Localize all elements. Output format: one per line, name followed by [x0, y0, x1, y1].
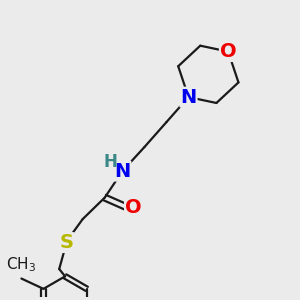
Text: N: N — [114, 162, 130, 181]
Text: O: O — [220, 42, 236, 61]
Text: O: O — [125, 198, 142, 217]
Text: H: H — [103, 153, 117, 171]
Text: CH$_3$: CH$_3$ — [6, 255, 36, 274]
Text: N: N — [180, 88, 196, 106]
Text: S: S — [60, 233, 74, 252]
